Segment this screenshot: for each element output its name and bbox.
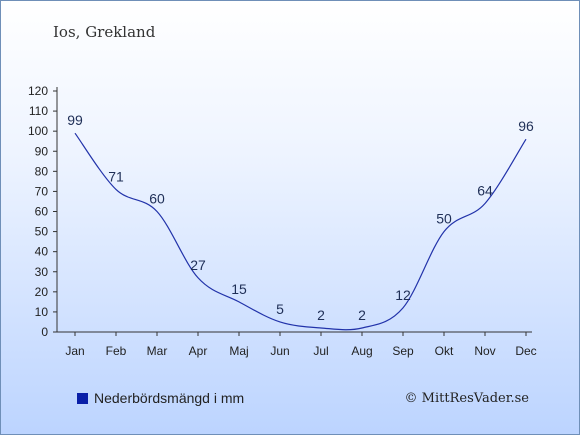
x-tick-label: Jul [313,344,328,358]
x-tick-label: Aug [351,344,372,358]
data-label: 27 [190,257,206,273]
y-tick-label: 120 [28,84,48,98]
data-label: 50 [436,211,452,227]
data-label: 12 [395,287,411,303]
x-tick-label: Feb [106,344,127,358]
legend-label: Nederbördsmängd i mm [94,390,245,406]
y-tick-label: 0 [41,325,48,339]
legend: Nederbördsmängd i mm [77,390,244,406]
data-label: 60 [149,191,165,207]
y-tick-label: 40 [35,245,49,259]
y-tick-label: 110 [29,104,48,118]
data-label: 96 [518,118,534,134]
y-tick-label: 70 [35,184,49,198]
x-tick-label: Dec [515,344,536,358]
y-tick-label: 80 [35,164,49,178]
y-tick-label: 20 [35,285,49,299]
y-tick-label: 50 [35,225,49,239]
data-label: 99 [67,112,83,128]
data-label: 2 [358,307,366,323]
x-tick-label: Mar [147,344,168,358]
x-tick-label: Jun [270,344,289,358]
y-tick-label: 30 [35,265,49,279]
y-tick-label: 90 [35,144,49,158]
x-tick-label: Apr [189,344,208,358]
data-label: 64 [477,182,493,198]
x-tick-label: Maj [229,344,248,358]
y-tick-label: 60 [35,205,49,219]
data-label: 5 [276,301,284,317]
data-label: 2 [317,307,325,323]
credit-text: © MittResVader.se [404,391,529,406]
data-label: 15 [231,281,247,297]
y-tick-label: 100 [28,124,48,138]
x-tick-label: Sep [392,344,414,358]
x-tick-label: Nov [474,344,495,358]
data-label: 71 [108,168,124,184]
chart-title: Ios, Grekland [53,23,156,41]
legend-swatch [77,392,88,404]
x-tick-label: Jan [65,344,84,358]
y-tick-label: 10 [35,305,49,319]
precipitation-line [74,132,527,331]
x-tick-label: Okt [435,344,454,358]
